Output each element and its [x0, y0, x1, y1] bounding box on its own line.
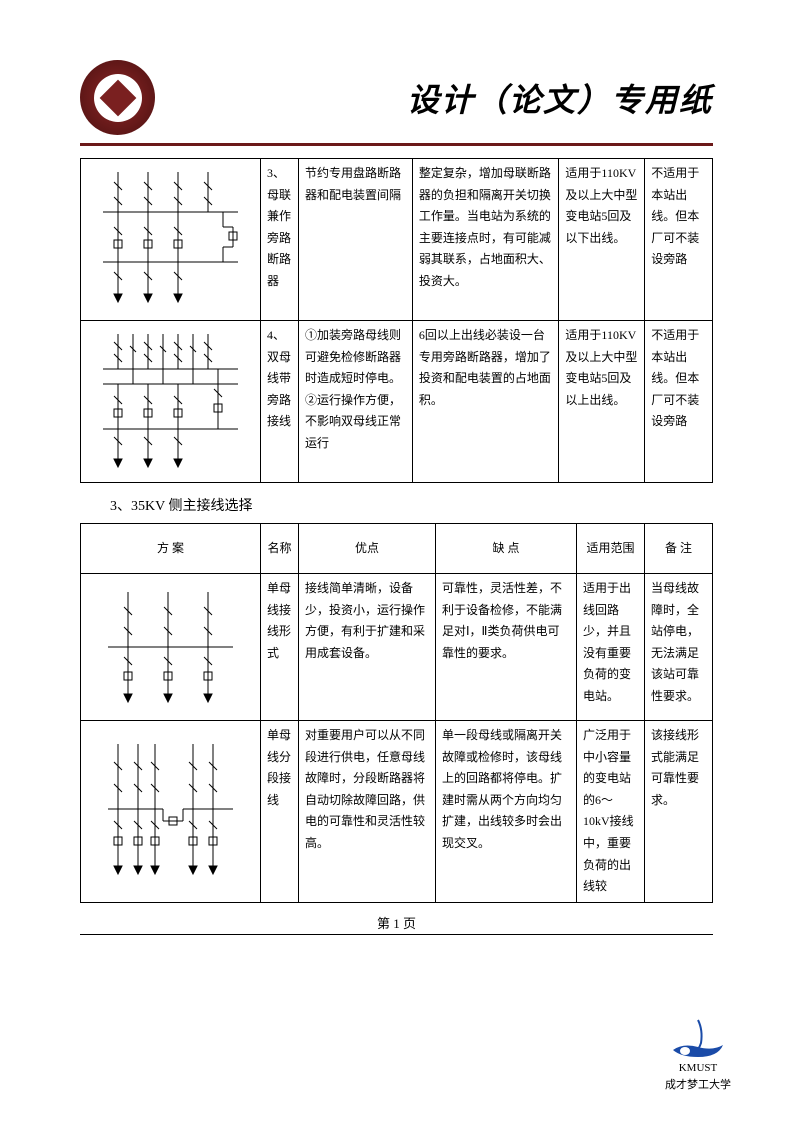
page-header: 设计（论文）专用纸 — [80, 60, 713, 146]
notes-cell: 当母线故障时，全站停电，无法满足该站可靠性要求。 — [645, 574, 713, 721]
row-number-name: 3、母联兼作旁路断路器 — [261, 159, 299, 321]
col-header-plan: 方 案 — [81, 524, 261, 574]
advantage-cell: ①加装旁路母线则可避免检修断路器时造成短时停电。②运行操作方便，不影响双母线正常… — [299, 321, 413, 483]
diagram-cell — [81, 721, 261, 903]
advantage-cell: 接线简单清晰，设备少，投资小，运行操作方便，有利于扩建和采用成套设备。 — [299, 574, 436, 721]
table-header-row: 方 案 名称 优点 缺 点 适用范围 备 注 — [81, 524, 713, 574]
section-title: 3、35KV 侧主接线选择 — [110, 495, 713, 515]
advantage-cell: 节约专用盘路断路器和配电装置间隔 — [299, 159, 413, 321]
col-header-name: 名称 — [261, 524, 299, 574]
disadvantage-cell: 单一段母线或隔离开关故障或检修时，该母线上的回路都将停电。扩建时需从两个方向均匀… — [436, 721, 577, 903]
diagram-cell — [81, 159, 261, 321]
page-number: 第 1 页 — [80, 913, 713, 932]
university-logo — [80, 60, 155, 135]
footer-kmust: KMUST — [663, 1062, 733, 1074]
col-header-advantage: 优点 — [299, 524, 436, 574]
notes-cell: 不适用于本站出线。但本厂可不装设旁路 — [645, 159, 713, 321]
disadvantage-cell: 整定复杂，增加母联断路器的负担和隔离开关切换工作量。当电站为系统的主要连接点时，… — [412, 159, 559, 321]
table-row: 4、双母线带旁路接线 ①加装旁路母线则可避免检修断路器时造成短时停电。②运行操作… — [81, 321, 713, 483]
notes-cell: 不适用于本站出线。但本厂可不装设旁路 — [645, 321, 713, 483]
scope-cell: 适用于110KV及以上大中型变电站5回及以下出线。 — [559, 159, 645, 321]
row-number-name: 4、双母线带旁路接线 — [261, 321, 299, 483]
table-row: 单母线分段接线 对重要用户可以从不同段进行供电，任意母线故障时，分段断路器将自动… — [81, 721, 713, 903]
disadvantage-cell: 6回以上出线必装设一台专用旁路断路器，增加了投资和配电装置的占地面积。 — [412, 321, 559, 483]
name-cell: 单母线接线形式 — [261, 574, 299, 721]
col-header-scope: 适用范围 — [577, 524, 645, 574]
scope-cell: 适用于出线回路少，并且没有重要负荷的变电站。 — [577, 574, 645, 721]
notes-cell: 该接线形式能满足可靠性要求。 — [645, 721, 713, 903]
table-row: 单母线接线形式 接线简单清晰，设备少，投资小，运行操作方便，有利于扩建和采用成套… — [81, 574, 713, 721]
wiring-table-1: 3、母联兼作旁路断路器 节约专用盘路断路器和配电装置间隔 整定复杂，增加母联断路… — [80, 158, 713, 483]
disadvantage-cell: 可靠性，灵活性差，不利于设备检修，不能满足对Ⅰ，Ⅱ类负荷供电可靠性的要求。 — [436, 574, 577, 721]
col-header-disadvantage: 缺 点 — [436, 524, 577, 574]
wiring-table-2: 方 案 名称 优点 缺 点 适用范围 备 注 — [80, 523, 713, 903]
col-header-notes: 备 注 — [645, 524, 713, 574]
table-row: 3、母联兼作旁路断路器 节约专用盘路断路器和配电装置间隔 整定复杂，增加母联断路… — [81, 159, 713, 321]
name-cell: 单母线分段接线 — [261, 721, 299, 903]
footer-university: 成才梦工大学 — [663, 1076, 733, 1092]
scope-cell: 适用于110KV 及以上大中型变电站5回及以上出线。 — [559, 321, 645, 483]
scope-cell: 广泛用于中小容量的变电站的6～10kV接线中，重要负荷的出线较 — [577, 721, 645, 903]
diagram-cell — [81, 574, 261, 721]
diagram-cell — [81, 321, 261, 483]
footer-logo: KMUST 成才梦工大学 — [663, 1015, 733, 1092]
page-title: 设计（论文）专用纸 — [407, 75, 713, 121]
advantage-cell: 对重要用户可以从不同段进行供电，任意母线故障时，分段断路器将自动切除故障回路，供… — [299, 721, 436, 903]
footer-divider — [80, 934, 713, 935]
